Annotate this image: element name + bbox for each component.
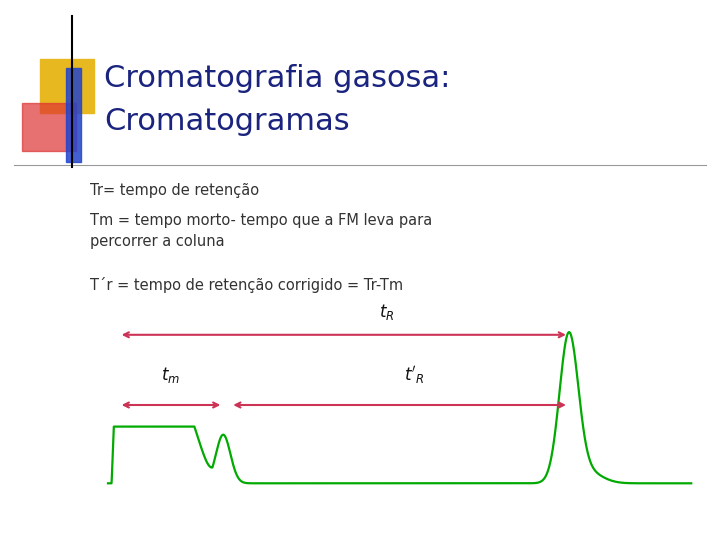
Text: Cromatogramas: Cromatogramas [104, 107, 350, 136]
Text: $t'_R$: $t'_R$ [404, 364, 424, 386]
Text: $t_m$: $t_m$ [161, 365, 181, 386]
FancyBboxPatch shape [40, 59, 94, 113]
Text: Tr= tempo de retenção: Tr= tempo de retenção [90, 183, 259, 198]
Text: Cromatografia gasosa:: Cromatografia gasosa: [104, 64, 451, 93]
Text: Tm = tempo morto- tempo que a FM leva para
percorrer a coluna: Tm = tempo morto- tempo que a FM leva pa… [90, 213, 432, 249]
Text: T´r = tempo de retenção corrigido = Tr-Tm: T´r = tempo de retenção corrigido = Tr-T… [90, 277, 403, 293]
FancyBboxPatch shape [66, 68, 81, 162]
Text: $t_R$: $t_R$ [379, 302, 395, 322]
FancyBboxPatch shape [22, 103, 76, 151]
